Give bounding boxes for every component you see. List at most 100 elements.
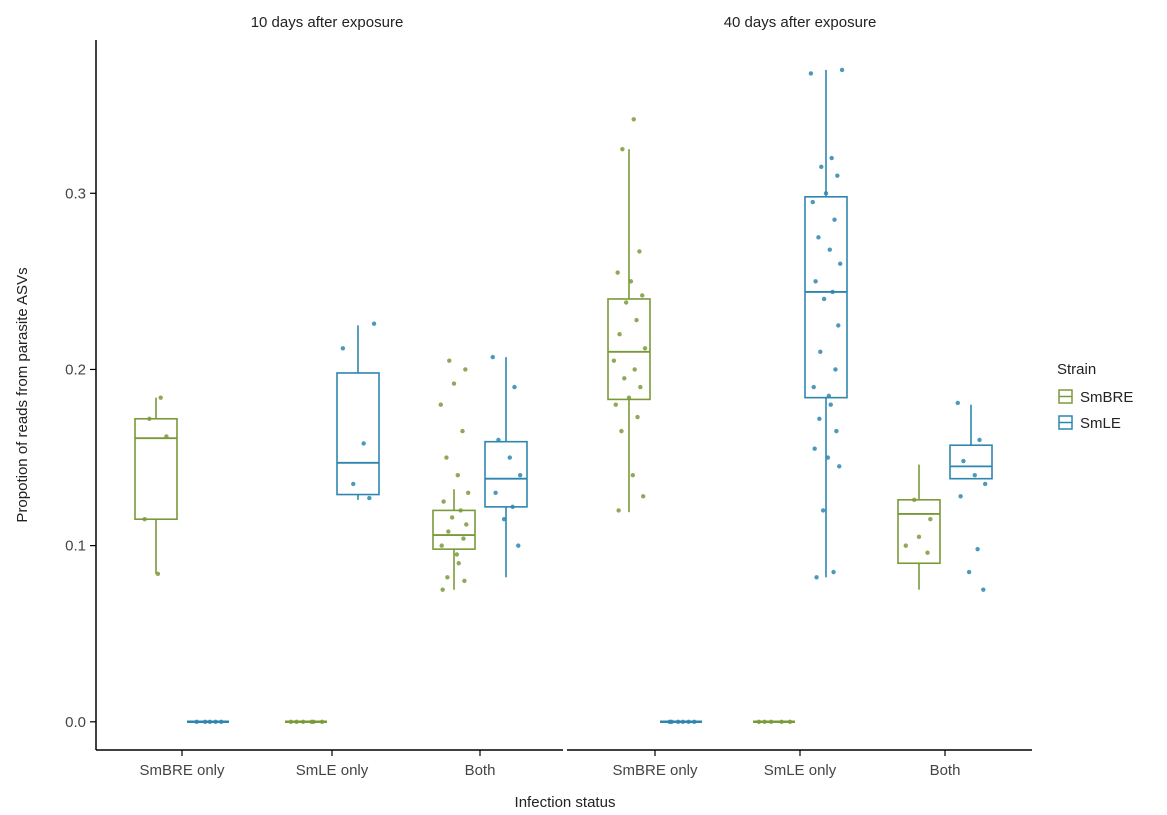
y-tick-label: 0.0 [65, 714, 86, 731]
data-point [825, 455, 831, 460]
data-point [371, 321, 377, 326]
data-point [461, 536, 466, 541]
panel-title-10-days: 10 days after exposure [251, 14, 404, 31]
legend-label-smle: SmLE [1080, 415, 1121, 432]
data-point [219, 719, 224, 725]
data-point [827, 247, 832, 252]
data-point [814, 575, 819, 580]
data-point [510, 504, 515, 510]
data-point [309, 719, 314, 725]
data-point [319, 719, 325, 725]
data-point [669, 719, 674, 725]
data-point [818, 349, 823, 355]
box-smbre-only-smbre [134, 395, 178, 577]
data-point [828, 402, 833, 407]
data-point [628, 279, 634, 284]
data-point [294, 719, 299, 725]
data-point [465, 490, 471, 495]
data-point [213, 719, 218, 725]
data-point [202, 719, 208, 725]
data-point [464, 522, 469, 527]
data-point [834, 428, 839, 434]
data-point [194, 719, 199, 725]
box-body [897, 499, 941, 565]
x-axis-label: Infection status [515, 794, 616, 811]
x-tick-label: SmBRE only [612, 762, 698, 779]
data-point [762, 719, 767, 725]
data-point [811, 384, 816, 390]
data-point [507, 455, 512, 460]
data-point [620, 147, 625, 152]
data-point [830, 289, 835, 295]
box-smbre-only-smle [187, 719, 229, 725]
data-point [642, 346, 648, 351]
data-point [634, 317, 639, 323]
data-point [808, 71, 814, 76]
data-point [912, 497, 917, 503]
data-point [458, 508, 463, 513]
data-point [501, 517, 507, 522]
data-point [142, 517, 147, 522]
data-point [512, 384, 517, 390]
data-point [686, 719, 691, 725]
data-point [300, 719, 306, 725]
panel-title-40-days: 40 days after exposure [724, 14, 877, 31]
data-point [460, 428, 465, 434]
data-point [615, 270, 620, 275]
data-point [455, 472, 460, 478]
data-point [837, 261, 843, 266]
data-point [820, 508, 826, 513]
data-point [155, 571, 161, 577]
data-point [463, 367, 468, 372]
data-point [972, 472, 977, 478]
data-point [441, 499, 446, 504]
data-point [675, 719, 681, 725]
data-point [626, 395, 632, 400]
data-point [493, 490, 498, 495]
data-point [812, 446, 817, 451]
data-point [839, 67, 845, 73]
data-point [961, 458, 966, 464]
data-point [447, 358, 452, 363]
data-point [680, 719, 686, 725]
data-point [456, 561, 461, 566]
box-body [134, 417, 178, 521]
axes [95, 40, 1032, 751]
data-point [817, 416, 822, 421]
y-tick-label: 0.3 [65, 185, 86, 202]
data-point [516, 543, 521, 548]
data-point [810, 199, 815, 205]
x-tick-label: Both [465, 762, 496, 779]
data-point [837, 464, 842, 469]
data-point [977, 437, 982, 443]
box-smbre-only-smbre [607, 117, 651, 513]
legend: Strain SmBRE SmLE [1057, 361, 1133, 432]
x-tick-label: Both [930, 762, 961, 779]
box-both-smle [484, 354, 528, 578]
legend-entry-smle: SmLE [1058, 415, 1121, 432]
data-point [490, 354, 495, 360]
data-point [982, 481, 988, 487]
data-point [631, 117, 636, 122]
data-point [756, 719, 762, 725]
box-smle-only-smle [336, 321, 380, 501]
data-point [816, 235, 821, 240]
data-point [981, 587, 986, 592]
x-ticks: SmBRE only SmLE only Both SmBRE only SmLE on… [139, 750, 960, 779]
data-point [903, 543, 908, 548]
data-point [616, 508, 621, 513]
data-point [444, 455, 449, 460]
data-point [623, 300, 629, 305]
y-tick-label: 0.1 [65, 538, 86, 555]
data-point [517, 472, 523, 478]
data-point [632, 367, 637, 372]
data-point [158, 395, 163, 400]
legend-label-smbre: SmBRE [1080, 389, 1133, 406]
y-ticks: 0.0 0.1 0.2 0.3 [65, 185, 96, 731]
data-point [613, 402, 618, 407]
box-body [484, 440, 528, 508]
data-point [835, 173, 840, 178]
data-point [640, 293, 645, 298]
data-point [440, 587, 445, 592]
